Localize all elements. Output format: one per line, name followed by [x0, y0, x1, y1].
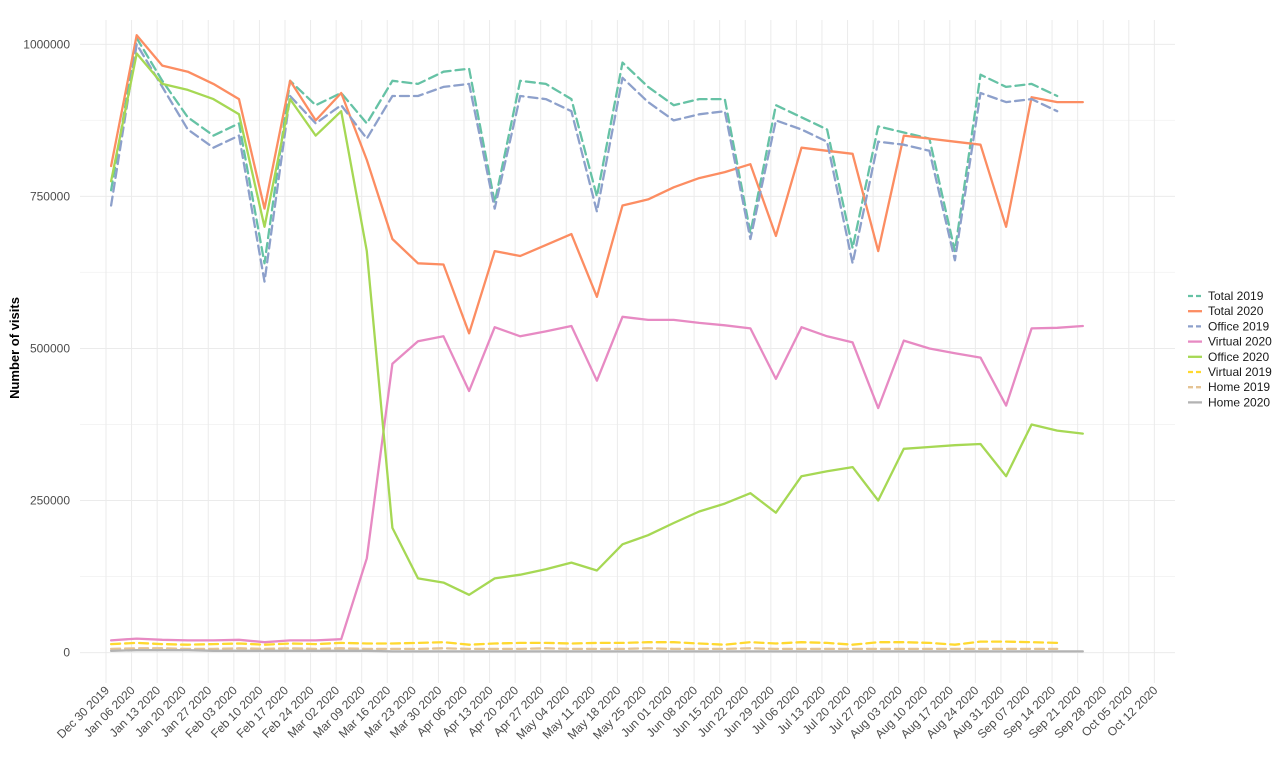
series-line-total-2020	[109, 34, 1084, 335]
y-axis: 0 250000 500000 750000 1000000	[23, 37, 70, 659]
series-line-virtual-2020	[109, 315, 1084, 644]
legend-label-virtual-2019: Virtual 2019	[1208, 365, 1272, 379]
series-lines	[109, 34, 1084, 653]
y-tick-label: 1000000	[23, 37, 70, 51]
legend-label-total-2020: Total 2020	[1208, 304, 1264, 318]
y-tick-label: 500000	[30, 341, 70, 355]
legend-label-virtual-2020: Virtual 2020	[1208, 335, 1272, 349]
legend-label-office-2019: Office 2019	[1208, 319, 1269, 333]
y-tick-label: 250000	[30, 494, 70, 508]
series-line-home-2019	[109, 647, 1059, 651]
series-line-office-2020	[109, 52, 1084, 596]
y-tick-label: 750000	[30, 189, 70, 203]
series-line-virtual-2019	[109, 640, 1059, 646]
series-line-office-2019	[109, 43, 1059, 283]
series-line-total-2019	[109, 37, 1059, 265]
legend-label-total-2019: Total 2019	[1208, 289, 1264, 303]
legend-label-home-2020: Home 2020	[1208, 395, 1270, 409]
y-tick-label: 0	[63, 646, 70, 660]
series-line-home-2020	[109, 649, 1084, 653]
legend-label-office-2020: Office 2020	[1208, 350, 1269, 364]
y-axis-title: Number of visits	[7, 297, 22, 399]
legend-label-home-2019: Home 2019	[1208, 380, 1270, 394]
grid	[80, 20, 1175, 683]
